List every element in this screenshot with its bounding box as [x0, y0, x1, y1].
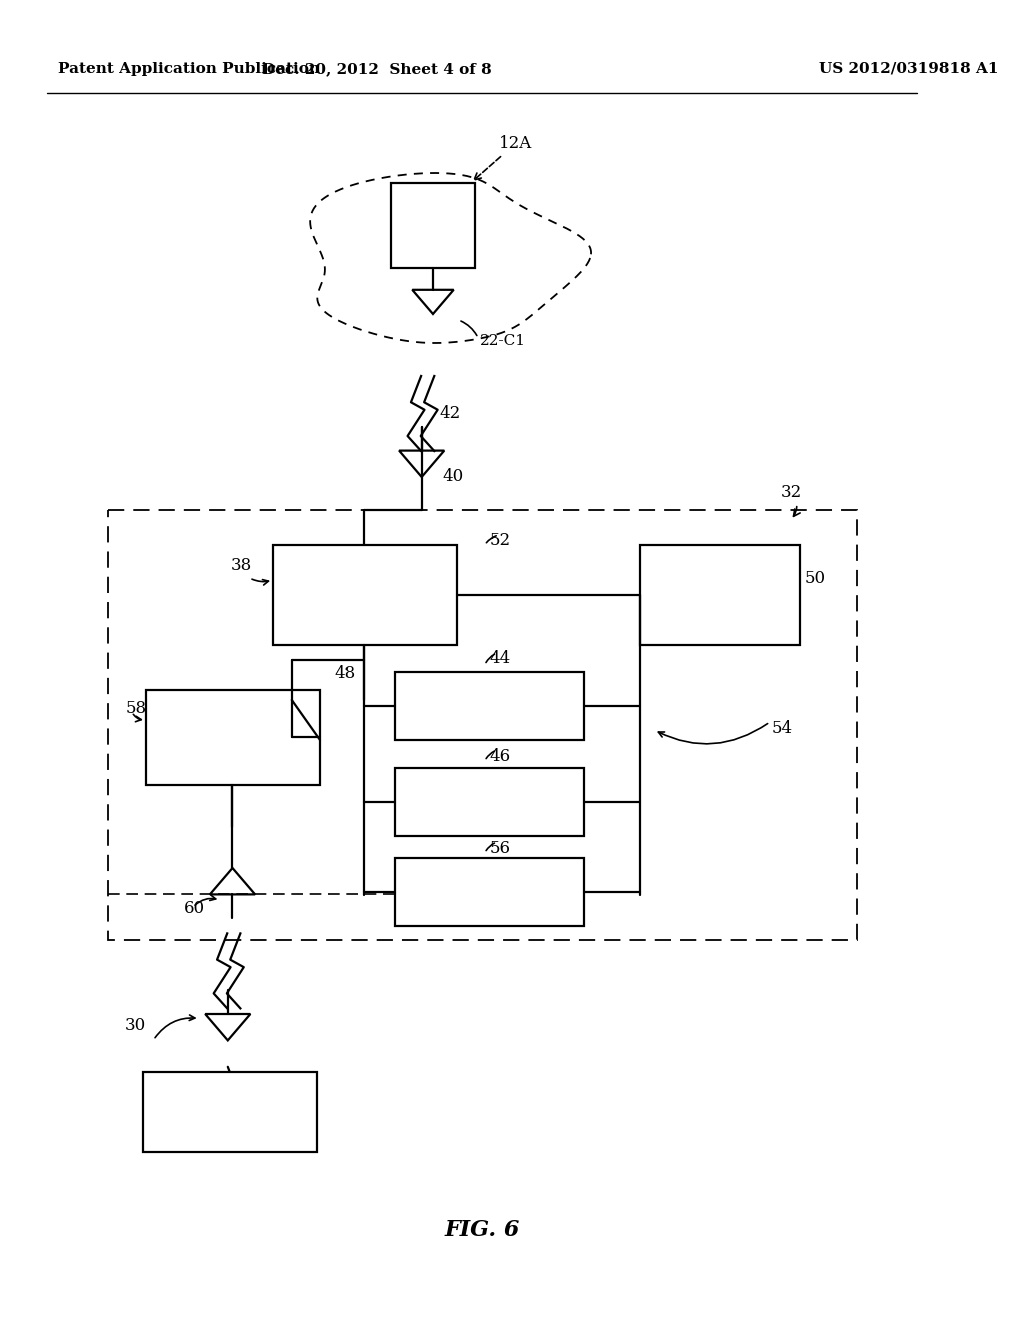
- Text: 60: 60: [183, 900, 205, 917]
- Text: 56: 56: [489, 840, 510, 857]
- Text: 32: 32: [781, 484, 803, 516]
- Text: 52: 52: [489, 532, 511, 549]
- Text: 50: 50: [805, 570, 826, 587]
- Text: 48: 48: [334, 665, 355, 682]
- Bar: [395, 768, 584, 836]
- Text: 40: 40: [442, 469, 464, 484]
- Bar: [273, 545, 457, 645]
- Text: 58: 58: [125, 700, 146, 717]
- Bar: [390, 183, 475, 268]
- Text: 44: 44: [489, 649, 511, 667]
- Text: 38: 38: [230, 557, 252, 574]
- Text: Patent Application Publication: Patent Application Publication: [58, 62, 321, 77]
- Bar: [145, 690, 321, 785]
- Bar: [109, 510, 856, 940]
- Text: 22-C1: 22-C1: [480, 334, 526, 348]
- Text: Dec. 20, 2012  Sheet 4 of 8: Dec. 20, 2012 Sheet 4 of 8: [261, 62, 492, 77]
- Text: 30: 30: [125, 1016, 146, 1034]
- Text: US 2012/0319818 A1: US 2012/0319818 A1: [819, 62, 998, 77]
- Text: 46: 46: [489, 748, 511, 766]
- Text: 54: 54: [772, 719, 793, 737]
- Bar: [395, 672, 584, 741]
- Bar: [143, 1072, 317, 1152]
- Text: 12A: 12A: [474, 135, 532, 180]
- Bar: [640, 545, 800, 645]
- Text: 42: 42: [439, 405, 461, 422]
- Text: FIG. 6: FIG. 6: [444, 1218, 519, 1241]
- Bar: [395, 858, 584, 927]
